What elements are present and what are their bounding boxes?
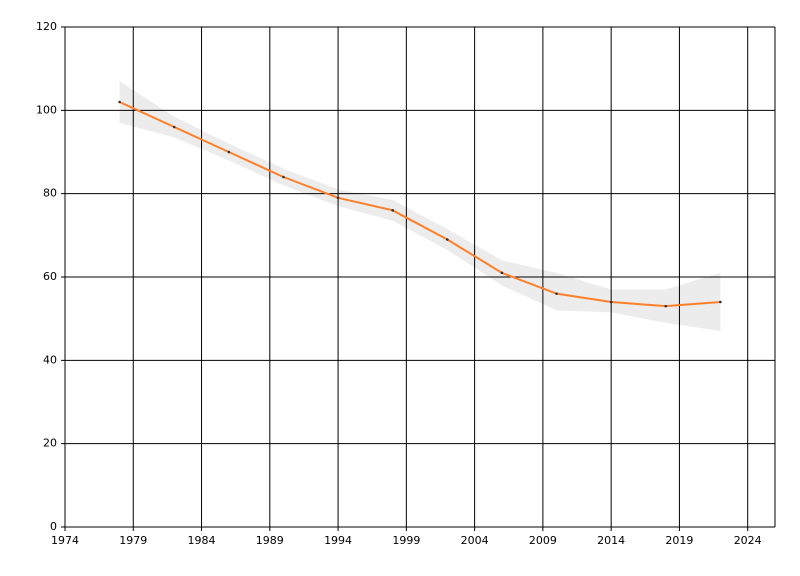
y-tick-label: 100 [36,103,57,116]
point [391,209,394,212]
x-tick-label: 2004 [461,534,489,547]
x-tick-label: 2024 [734,534,762,547]
point [227,150,231,154]
y-tick-label: 120 [36,20,57,33]
x-tick-label: 2014 [597,534,625,547]
x-tick-label: 1974 [51,534,79,547]
x-tick-label: 1994 [324,534,352,547]
point [282,175,285,179]
x-tick-label: 1984 [188,534,216,547]
x-tick-label: 1989 [256,534,284,547]
line [119,101,721,308]
confidence-band [119,81,721,332]
point [446,238,449,241]
x-tick-label: 1999 [392,534,420,547]
point [609,300,613,304]
x-tick-label: 2009 [529,534,557,547]
x-tick-label: 2019 [665,534,693,547]
y-tick-label: 20 [43,437,57,450]
point [664,304,668,308]
y-tick-label: 60 [43,270,57,283]
point [336,196,340,200]
x-tick-label: 1979 [119,534,147,547]
y-tick-label: 80 [43,187,57,200]
y-tick-label: 0 [50,520,57,533]
point [118,100,121,104]
y-tick-label: 40 [43,353,57,366]
point [500,271,504,275]
point [719,300,722,304]
point [555,292,558,295]
point [172,125,176,129]
